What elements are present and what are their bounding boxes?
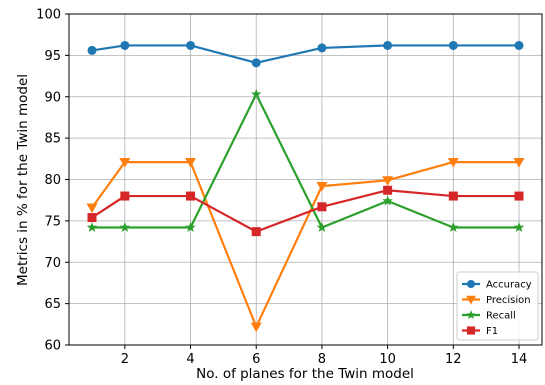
data-point-recall [251,88,262,99]
legend-label: F1 [486,326,498,337]
data-point-f1 [251,227,261,237]
data-point-accuracy [186,40,196,50]
legend-items: Accuracy Precision Recall F1 [462,280,532,337]
data-point-recall [119,221,131,232]
data-point-recall [448,221,459,232]
data-point-f1 [317,202,327,212]
legend-label: Accuracy [486,280,532,291]
data-point-accuracy [120,40,130,50]
data-point-recall [316,221,328,232]
data-point-precision [250,322,262,333]
data-point-recall [185,221,196,232]
series-recall [86,88,525,232]
data-point-precision [119,157,131,168]
data-point-precision [185,157,197,168]
data-point-accuracy [448,40,458,50]
legend-item-accuracy: Accuracy [462,280,532,291]
x-tick-label: 10 [379,352,396,367]
y-tick-label: 90 [44,90,61,105]
data-point-precision [316,181,328,192]
legend-item-recall: Recall [462,310,516,322]
data-point-accuracy [251,58,261,68]
series-precision [86,157,525,333]
data-point-recall [382,195,393,206]
legend-label: Precision [486,295,531,306]
y-tick-label: 80 [44,173,61,188]
series-line-precision [91,161,520,328]
x-tick-label: 8 [318,352,326,367]
data-point-accuracy [383,40,393,50]
series-line-recall [91,93,520,229]
data-point-accuracy [514,40,524,50]
data-point-precision [513,157,525,168]
y-tick-label: 100 [36,8,61,23]
y-axis-label: Metrics in % for the Twin model [15,74,31,286]
data-point-f1 [448,191,458,201]
data-point-f1 [120,191,130,201]
legend-label: Recall [486,311,516,322]
legend-item-precision: Precision [462,295,531,306]
series-line-accuracy [91,44,520,64]
data-point-accuracy [317,43,327,53]
x-tick-label: 12 [445,352,462,367]
data-point-f1 [514,191,524,201]
x-tick-label: 2 [121,352,129,367]
legend-item-f1: F1 [462,326,498,337]
data-point-accuracy [87,45,97,55]
x-tick-label: 4 [186,352,194,367]
data-point-f1 [383,185,393,195]
y-tick-label: 65 [44,297,61,312]
data-point-f1 [87,213,97,223]
axis-ticks: 2 4 6 8 10 12 14 60 65 70 75 80 85 90 95 100 [36,8,527,368]
data-point-precision [86,203,98,214]
series-group [86,40,525,333]
legend-marker-precision [466,295,476,305]
data-point-recall [513,221,525,232]
y-tick-label: 60 [44,339,61,354]
x-axis-label: No. of planes for the Twin model [196,366,414,382]
legend-marker-recall [466,310,476,319]
legend-box [456,271,539,341]
legend-marker-accuracy [466,279,476,289]
data-point-recall [86,221,98,232]
data-point-f1 [186,191,196,201]
y-tick-label: 85 [44,132,61,147]
y-tick-label: 70 [44,256,61,271]
data-point-precision [382,176,394,186]
series-f1 [87,185,524,237]
y-tick-label: 75 [44,214,61,229]
x-tick-label: 6 [252,352,260,367]
data-point-precision [447,157,459,168]
legend: Accuracy Precision Recall F1 [456,271,539,341]
y-tick-label: 95 [44,49,61,64]
legend-marker-f1 [466,326,476,335]
series-line-f1 [91,189,520,233]
x-tick-label: 14 [511,352,528,367]
series-accuracy [87,40,524,68]
